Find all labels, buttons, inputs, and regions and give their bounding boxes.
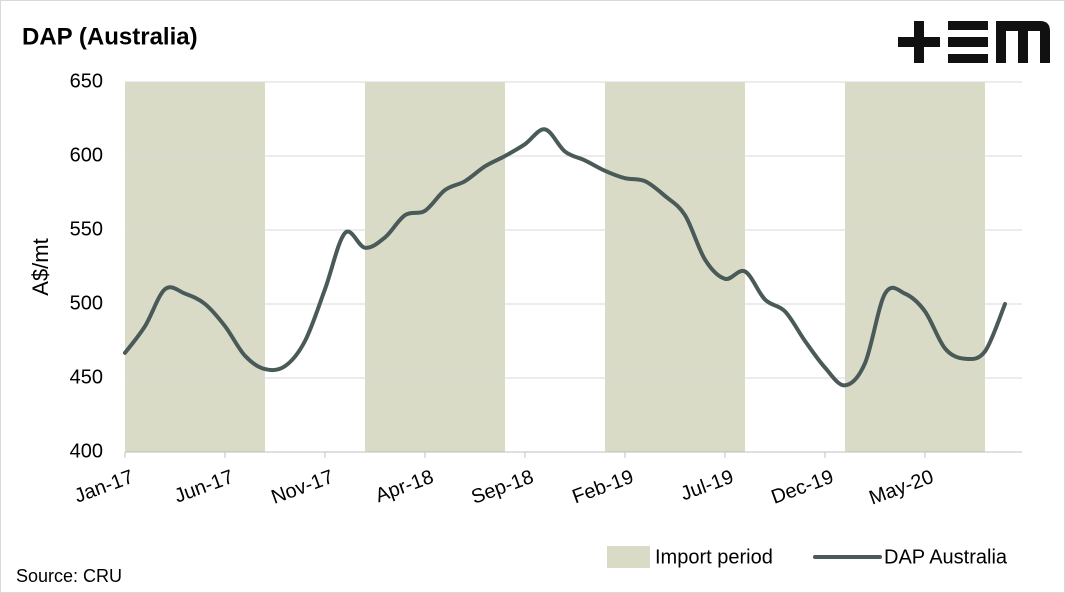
legend-swatch <box>607 546 650 568</box>
import-period-band <box>605 82 745 452</box>
y-axis-label: A$/mt <box>28 238 53 295</box>
chart-title: DAP (Australia) <box>22 23 198 50</box>
y-tick-label: 650 <box>70 70 103 92</box>
y-tick-label: 500 <box>70 292 103 314</box>
y-tick-label: 400 <box>70 440 103 462</box>
import-period-band <box>365 82 505 452</box>
y-tick-label: 550 <box>70 218 103 240</box>
y-tick-label: 450 <box>70 366 103 388</box>
import-period-band <box>845 82 985 452</box>
legend-label: DAP Australia <box>884 546 1008 568</box>
import-period-band <box>125 82 265 452</box>
logo <box>898 21 1050 63</box>
legend-label: Import period <box>655 546 773 568</box>
y-tick-label: 600 <box>70 144 103 166</box>
source: Source: CRU <box>16 566 122 586</box>
data-line <box>123 127 1007 388</box>
